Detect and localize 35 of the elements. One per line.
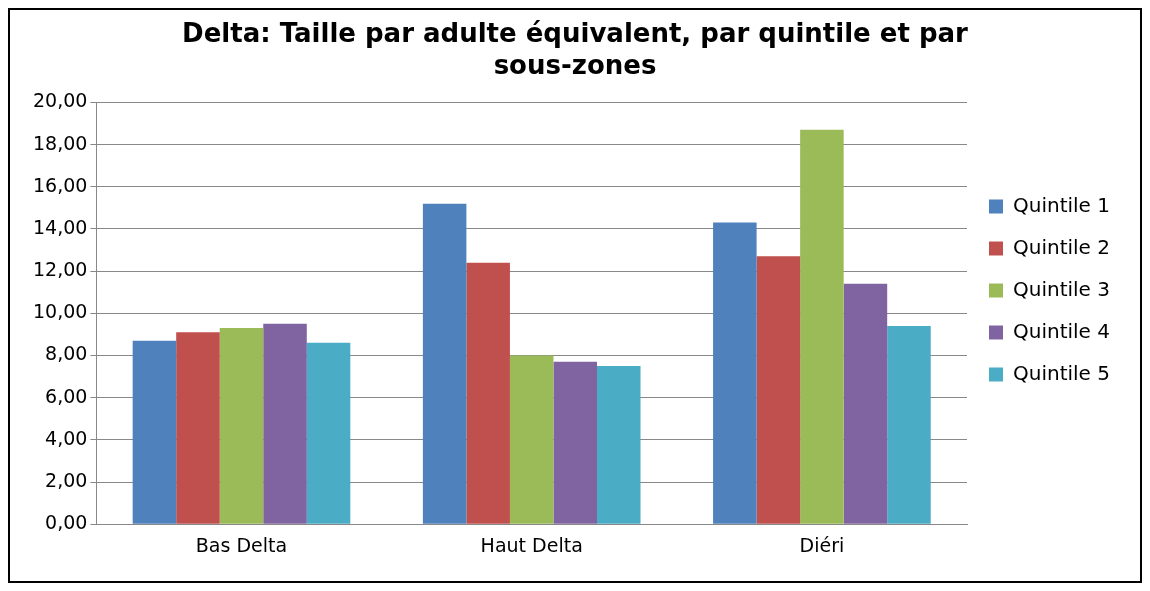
bar bbox=[597, 366, 641, 524]
bar bbox=[132, 340, 177, 524]
x-tick-label: Diéri bbox=[799, 533, 845, 556]
legend-label: Quintile 2 bbox=[1013, 234, 1111, 259]
bar bbox=[466, 262, 510, 524]
bar bbox=[553, 361, 597, 524]
y-tick-label: 8,00 bbox=[45, 342, 88, 365]
y-tick-label: 20,00 bbox=[32, 89, 88, 112]
bar bbox=[887, 325, 931, 524]
y-tick-label: 4,00 bbox=[45, 426, 88, 449]
y-tick-label: 16,00 bbox=[32, 173, 88, 196]
bar bbox=[509, 355, 554, 524]
y-tick-label: 18,00 bbox=[32, 131, 88, 154]
legend-label: Quintile 3 bbox=[1013, 276, 1111, 301]
legend-label: Quintile 4 bbox=[1013, 318, 1111, 343]
y-tick-label: 0,00 bbox=[45, 511, 88, 534]
bar bbox=[306, 342, 351, 524]
bar bbox=[756, 256, 801, 524]
bar bbox=[713, 222, 757, 524]
bar bbox=[843, 283, 888, 524]
bar bbox=[422, 203, 467, 524]
y-tick-label: 2,00 bbox=[45, 468, 88, 491]
y-tick-label: 14,00 bbox=[32, 215, 88, 238]
legend-label: Quintile 5 bbox=[1013, 360, 1111, 385]
y-tick-label: 12,00 bbox=[32, 258, 88, 281]
y-tick-label: 10,00 bbox=[32, 300, 88, 323]
bar bbox=[176, 332, 220, 524]
legend-label: Quintile 1 bbox=[1013, 192, 1111, 217]
x-tick-label: Bas Delta bbox=[195, 533, 288, 556]
x-tick-label: Haut Delta bbox=[480, 533, 583, 556]
chart-title: Delta: Taille par adulte équivalent, par quintile et par sous-zones bbox=[182, 18, 969, 80]
y-tick-label: 6,00 bbox=[45, 384, 88, 407]
bar bbox=[263, 323, 307, 524]
bar bbox=[800, 129, 844, 524]
bar bbox=[219, 328, 264, 524]
